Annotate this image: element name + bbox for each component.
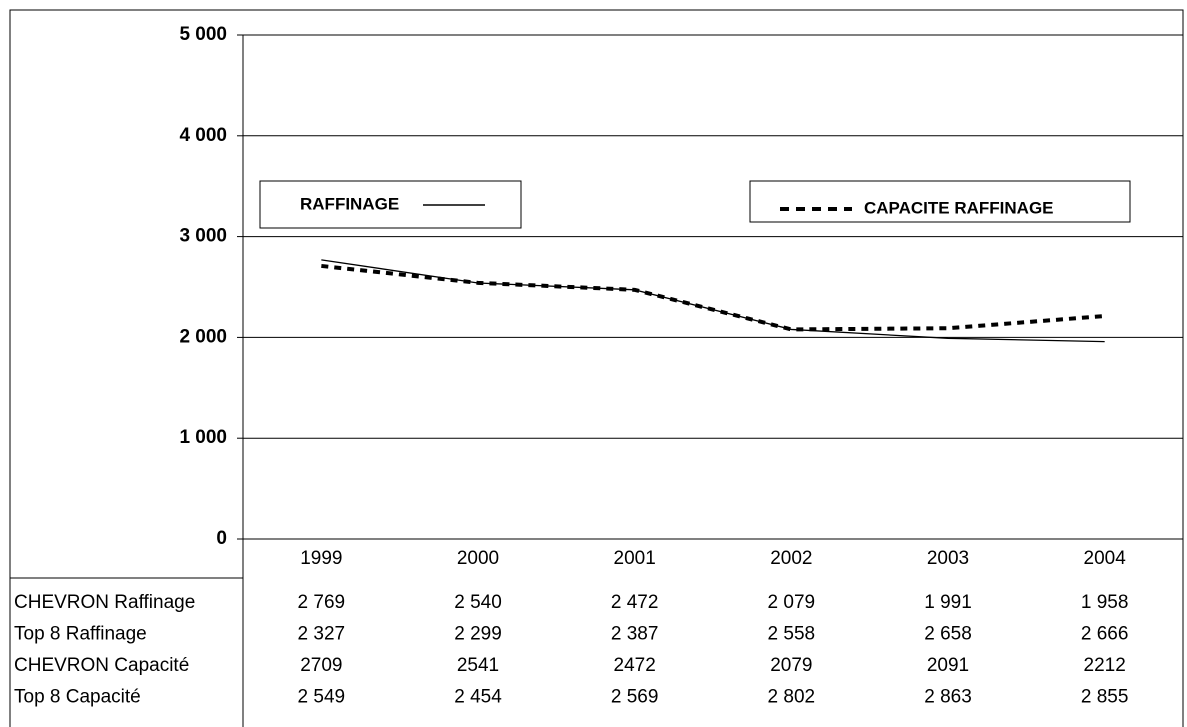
table-row-label: CHEVRON Capacité xyxy=(14,655,189,676)
table-cell: 2 327 xyxy=(298,624,346,645)
x-tick-label: 2000 xyxy=(457,548,499,569)
chart-border xyxy=(9,9,1184,727)
table-cell: 2 540 xyxy=(454,592,502,613)
y-tick-label: 4 000 xyxy=(179,125,227,146)
legend-label: CAPACITE RAFFINAGE xyxy=(864,198,1054,217)
y-tick-label: 3 000 xyxy=(179,226,227,247)
table-cell: 2709 xyxy=(300,655,342,676)
legend-capacite: CAPACITE RAFFINAGE xyxy=(749,180,1131,223)
table-cell: 2 802 xyxy=(768,687,816,708)
y-tick-label: 2 000 xyxy=(179,326,227,347)
y-tick-label: 5 000 xyxy=(179,24,227,45)
table-cell: 2 569 xyxy=(611,687,659,708)
table-cell: 1 991 xyxy=(924,592,972,613)
table-cell: 2091 xyxy=(927,655,969,676)
table-cell: 2 769 xyxy=(298,592,346,613)
x-tick-label: 2003 xyxy=(927,548,969,569)
x-tick-label: 2004 xyxy=(1084,548,1127,569)
y-tick-label: 1 000 xyxy=(179,427,227,448)
table-row-label: Top 8 Raffinage xyxy=(14,624,147,645)
legend-raffinage: RAFFINAGE xyxy=(259,180,522,229)
table-cell: 2 658 xyxy=(924,624,972,645)
table-cell: 2 387 xyxy=(611,624,659,645)
table-cell: 2 558 xyxy=(768,624,816,645)
table-cell: 2 299 xyxy=(454,624,502,645)
table-cell: 2 079 xyxy=(768,592,816,613)
table-cell: 2 472 xyxy=(611,592,659,613)
y-tick-label: 0 xyxy=(216,528,227,549)
series-line xyxy=(321,263,1105,332)
table-cell: 2 863 xyxy=(924,687,972,708)
table-cell: 2541 xyxy=(457,655,499,676)
x-tick-label: 1999 xyxy=(300,548,342,569)
legend-label: RAFFINAGE xyxy=(300,194,399,213)
table-cell: 2 549 xyxy=(298,687,346,708)
table-cell: 2472 xyxy=(614,655,656,676)
table-cell: 2212 xyxy=(1084,655,1126,676)
table-cell: 2079 xyxy=(770,655,812,676)
legend-box xyxy=(749,180,1131,223)
x-tick-label: 2001 xyxy=(614,548,656,569)
table-cell: 2 666 xyxy=(1081,624,1129,645)
x-tick-label: 2002 xyxy=(770,548,812,569)
table-cell: 1 958 xyxy=(1081,592,1129,613)
series-line xyxy=(321,259,1105,343)
table-row-label: CHEVRON Raffinage xyxy=(14,592,195,613)
table-cell: 2 454 xyxy=(454,687,502,708)
table-cell: 2 855 xyxy=(1081,687,1129,708)
table-row-label: Top 8 Capacité xyxy=(14,687,141,708)
